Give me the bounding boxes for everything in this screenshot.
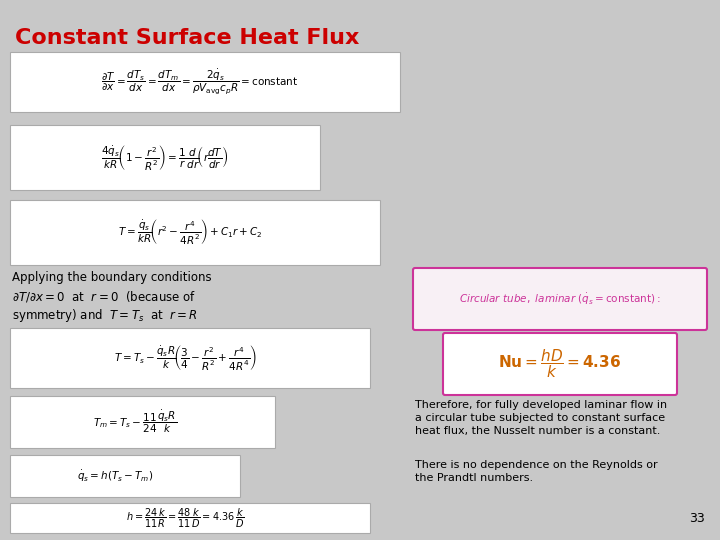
Text: $T = \dfrac{\dot{q}_s}{kR}\!\left(r^2 - \dfrac{r^4}{4R^2}\right) + C_1 r + C_2$: $T = \dfrac{\dot{q}_s}{kR}\!\left(r^2 - … [118,218,262,246]
Text: $T_m = T_s - \dfrac{11}{24}\dfrac{\dot{q}_s R}{k}$: $T_m = T_s - \dfrac{11}{24}\dfrac{\dot{q… [93,409,177,435]
Text: $\dot{q}_s = h(T_s - T_m)$: $\dot{q}_s = h(T_s - T_m)$ [77,468,153,484]
Text: 33: 33 [689,512,705,525]
Text: $\mathbf{Nu} = \dfrac{hD}{k} = \mathbf{4.36}$: $\mathbf{Nu} = \dfrac{hD}{k} = \mathbf{4… [498,348,621,380]
Bar [10,328,370,388]
Text: $T = T_s - \dfrac{\dot{q}_s R}{k}\!\left(\dfrac{3}{4} - \dfrac{r^2}{R^2} + \dfra: $T = T_s - \dfrac{\dot{q}_s R}{k}\!\left… [114,343,256,373]
Text: Applying the boundary conditions: Applying the boundary conditions [12,271,212,284]
Text: Therefore, for fully developed laminar flow in
a circular tube subjected to cons: Therefore, for fully developed laminar f… [415,400,667,436]
Bar [10,396,275,448]
Text: $h = \dfrac{24}{11}\dfrac{k}{R} = \dfrac{48}{11}\dfrac{k}{D} = 4.36\,\dfrac{k}{D: $h = \dfrac{24}{11}\dfrac{k}{R} = \dfrac… [125,507,244,530]
Text: Constant Surface Heat Flux: Constant Surface Heat Flux [15,28,359,48]
Bar [10,503,370,533]
Bar [10,52,400,112]
Text: symmetry) and  $T = T_s$  at  $r = R$: symmetry) and $T = T_s$ at $r = R$ [12,307,198,324]
FancyBboxPatch shape [443,333,677,395]
Text: $\dfrac{\partial T}{\partial x} = \dfrac{dT_s}{dx} = \dfrac{dT_m}{dx} = \dfrac{2: $\dfrac{\partial T}{\partial x} = \dfrac… [102,68,299,97]
Bar [10,200,380,265]
FancyBboxPatch shape [413,268,707,330]
Text: $\dfrac{4\dot{q}_s}{kR}\!\left(1 - \dfrac{r^2}{R^2}\right) = \dfrac{1}{r}\dfrac{: $\dfrac{4\dot{q}_s}{kR}\!\left(1 - \dfra… [102,143,229,172]
Text: $\mathit{Circular\ tube,\ laminar}\ (\dot{q}_s = \mathrm{constant}):$: $\mathit{Circular\ tube,\ laminar}\ (\do… [459,292,661,307]
Bar [10,125,320,190]
Text: $\partial T/\partial x = 0$  at  $r = 0$  (because of: $\partial T/\partial x = 0$ at $r = 0$ (… [12,289,196,304]
Bar [10,455,240,497]
Text: There is no dependence on the Reynolds or
the Prandtl numbers.: There is no dependence on the Reynolds o… [415,460,657,483]
